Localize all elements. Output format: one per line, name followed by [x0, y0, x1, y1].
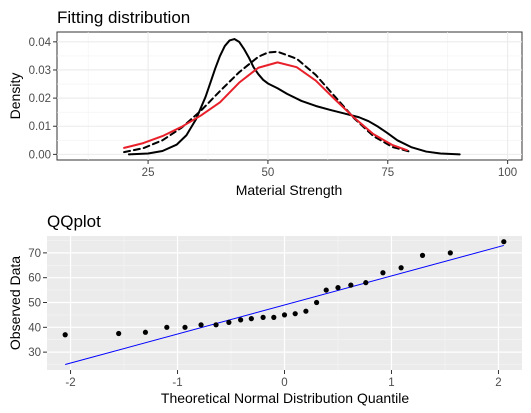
qq-point — [447, 250, 453, 256]
qq-point — [248, 316, 254, 322]
qq-point — [62, 332, 68, 338]
y-tick-label: 50 — [28, 298, 41, 310]
qq-chart: QQplot -2 -1 0 1 2 30 40 50 60 70 Theoretical No… — [7, 212, 522, 406]
qq-point — [226, 319, 232, 325]
qq-point — [348, 282, 354, 288]
qq-grid — [47, 236, 522, 370]
x-tick-label: -1 — [172, 377, 182, 389]
x-tick-label: 75 — [381, 167, 394, 179]
x-tick-label: -2 — [65, 377, 75, 389]
y-tick-label: 0.04 — [29, 37, 52, 49]
qq-x-ticks: -2 -1 0 1 2 — [65, 370, 502, 389]
qq-point — [260, 314, 266, 320]
qq-point — [303, 308, 309, 314]
x-tick-label: 25 — [142, 167, 155, 179]
y-tick-label: 40 — [28, 322, 41, 334]
density-chart-title: Fitting distribution — [57, 8, 190, 27]
x-tick-label: 100 — [498, 167, 517, 179]
qq-point — [182, 324, 188, 330]
qq-point — [213, 322, 219, 328]
qq-point — [313, 299, 320, 306]
x-tick-label: 0 — [281, 377, 287, 389]
qq-point — [271, 314, 277, 320]
qq-point — [335, 285, 341, 291]
qq-point — [198, 322, 204, 328]
qq-point — [323, 287, 329, 293]
qq-point — [238, 317, 244, 323]
y-tick-label: 70 — [28, 248, 41, 260]
y-tick-label: 0.02 — [29, 93, 51, 105]
qq-point — [380, 270, 386, 276]
x-tick-label: 50 — [262, 167, 275, 179]
qq-reference-line-group — [65, 244, 504, 366]
qq-point — [116, 330, 122, 337]
qq-y-axis-title: Observed Data — [7, 256, 23, 350]
qq-point — [419, 252, 426, 258]
density-x-ticks: 25 50 75 100 — [142, 160, 517, 179]
density-y-ticks: 0.00 0.01 0.02 0.03 0.04 — [29, 37, 57, 161]
y-tick-label: 60 — [28, 273, 41, 285]
qq-chart-title: QQplot — [47, 212, 101, 231]
qq-points — [62, 239, 507, 338]
qq-point — [281, 312, 288, 318]
qq-point — [363, 280, 369, 286]
qq-y-ticks: 30 40 50 60 70 — [28, 248, 47, 359]
x-tick-label: 2 — [495, 377, 501, 389]
y-tick-label: 0.03 — [29, 65, 51, 77]
x-tick-label: 1 — [388, 377, 394, 389]
qq-point — [398, 265, 404, 271]
fitted-distribution-line — [123, 61, 408, 152]
qq-reference-line — [65, 244, 504, 366]
y-tick-label: 0.00 — [29, 149, 51, 161]
density-x-axis-title: Material Strength — [236, 182, 343, 198]
y-tick-label: 0.01 — [29, 121, 51, 133]
qq-point — [501, 239, 507, 245]
density-chart: Fitting distribution 25 50 75 100 0.000.010… — [7, 8, 523, 198]
qq-point — [142, 329, 149, 335]
y-tick-label: 30 — [28, 347, 41, 359]
qq-x-axis-title: Theoretical Normal Distribution Quantile — [161, 390, 409, 406]
empirical-density-line — [127, 38, 461, 156]
density-series — [123, 38, 461, 156]
qq-point — [292, 311, 298, 317]
qq-point — [164, 324, 170, 330]
density-y-axis-title: Density — [7, 73, 23, 120]
